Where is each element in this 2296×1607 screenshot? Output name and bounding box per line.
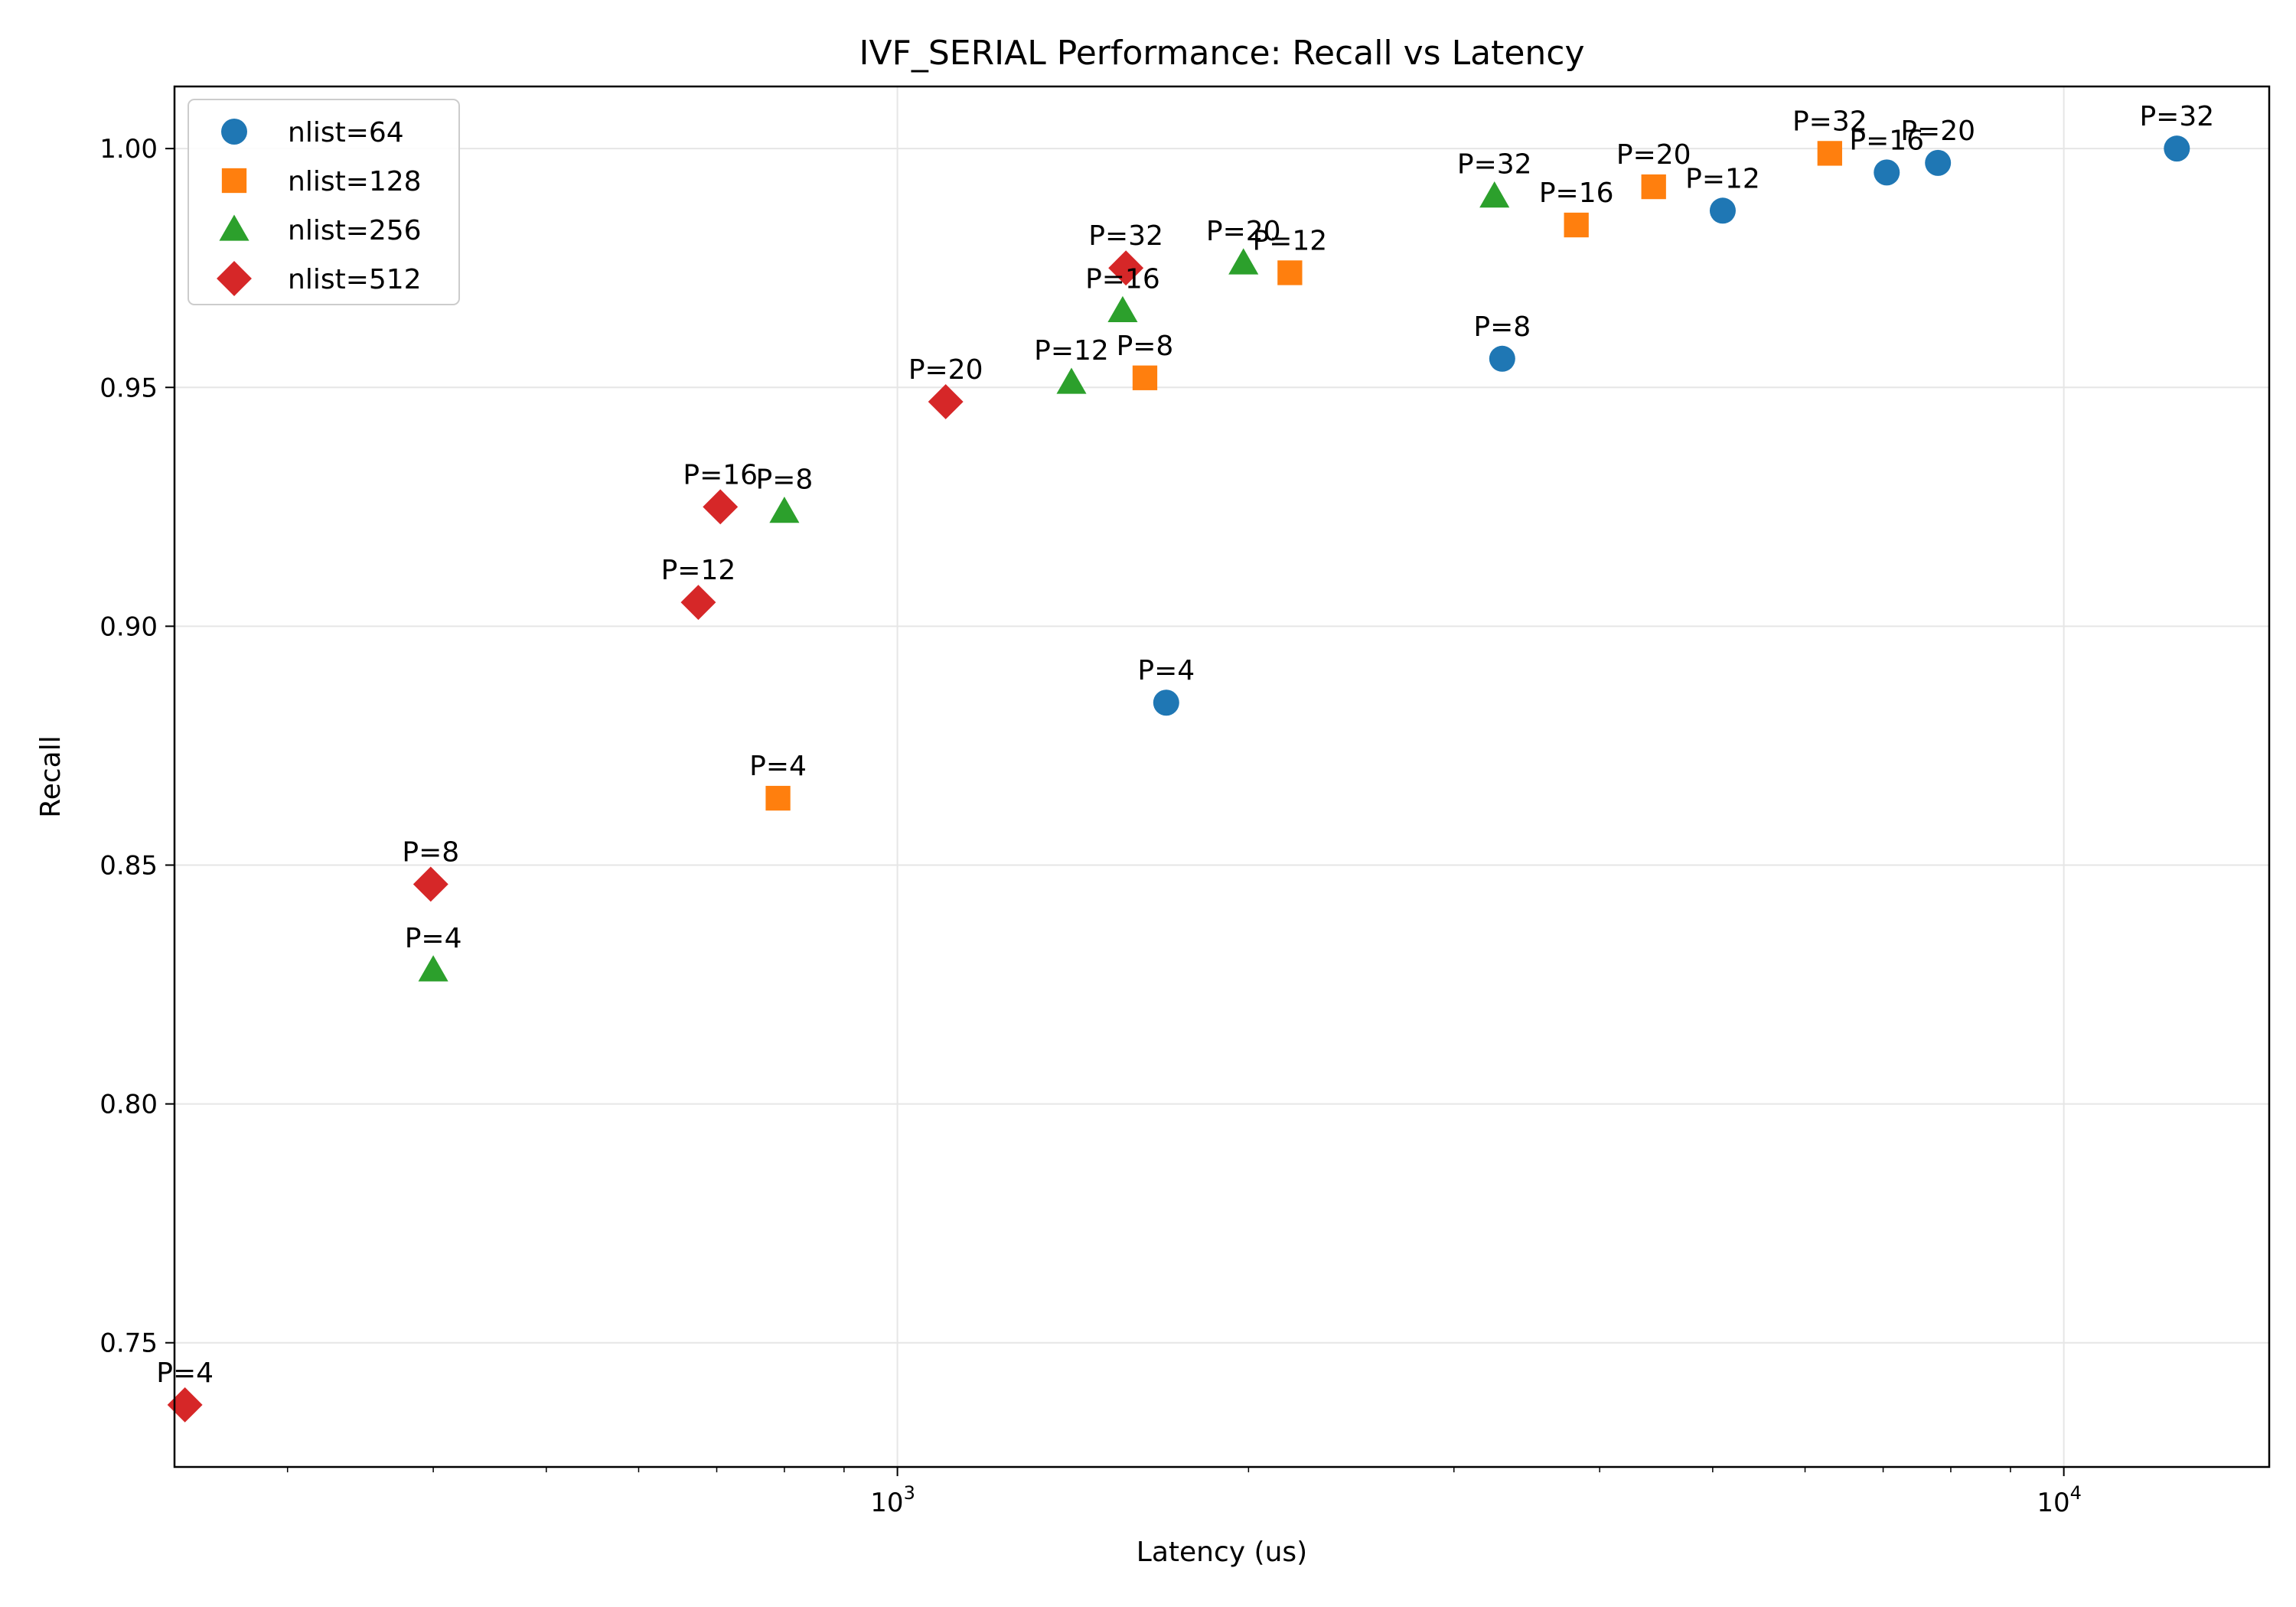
- point-label: P=20: [908, 354, 983, 386]
- data-point-nlist-64-P-20: [1925, 149, 1952, 176]
- data-point-nlist-64-P-12: [1709, 197, 1736, 224]
- x-tick-base: 10: [870, 1488, 903, 1518]
- legend-marker: [219, 214, 249, 241]
- data-point-nlist-512-P-4: [167, 1387, 203, 1423]
- data-point-nlist-512-P-8: [413, 866, 448, 902]
- legend-box: [188, 99, 460, 305]
- point-label: P=12: [1034, 335, 1109, 367]
- grid-lines: [174, 86, 2269, 1467]
- point-label: P=4: [405, 923, 462, 954]
- legend-marker: [221, 168, 247, 194]
- data-point-nlist-64-P-32: [2164, 135, 2190, 162]
- y-tick-label: 0.85: [99, 850, 158, 881]
- point-label: P=16: [1085, 263, 1160, 295]
- data-point-nlist-512-P-20: [928, 384, 964, 419]
- y-tick-label: 0.75: [99, 1328, 158, 1359]
- point-label: P=32: [1088, 220, 1163, 252]
- y-tick-label: 0.95: [99, 373, 158, 403]
- point-label: P=4: [1137, 655, 1195, 686]
- legend-entry: nlist=256: [288, 215, 422, 246]
- x-axis-label: Latency (us): [1137, 1537, 1307, 1568]
- x-tick-label: 103: [870, 1482, 915, 1518]
- plot-frame: [173, 85, 2271, 1468]
- point-labels: P=4P=8P=12P=16P=20 P=32P=4P=8P=12P=16P=20…: [156, 101, 2214, 1389]
- data-point-nlist-64-P-8: [1489, 345, 1515, 372]
- point-label: P=4: [156, 1358, 214, 1389]
- y-tick-label: 0.90: [99, 611, 158, 642]
- data-points: [167, 135, 2190, 1423]
- legend-marker: [217, 261, 252, 296]
- data-point-nlist-128-P-16: [1564, 212, 1589, 238]
- point-label: P=8: [755, 464, 813, 496]
- legend: nlist=64 nlist=128 nlist=256 nlist=512: [188, 99, 460, 305]
- data-point-nlist-512-P-32: [1108, 250, 1144, 286]
- point-label: P=16: [1539, 178, 1614, 209]
- y-tick-label: 1.00: [99, 134, 158, 165]
- point-label: P=20: [1206, 216, 1281, 247]
- legend-marker: [221, 119, 247, 145]
- x-tick-label: 104: [2037, 1482, 2082, 1518]
- x-tick-base: 10: [2037, 1488, 2069, 1518]
- point-label: P=8: [1117, 331, 1174, 362]
- point-label: P=8: [1473, 311, 1531, 343]
- y-axis-label: Recall: [35, 735, 67, 817]
- data-point-nlist-64-P-4: [1153, 689, 1179, 716]
- point-label: P=12: [1685, 163, 1760, 194]
- data-point-nlist-128-P-8: [1132, 365, 1158, 390]
- point-label: P=4: [749, 751, 807, 782]
- x-tick-exponent: 3: [904, 1482, 915, 1504]
- legend-entry: nlist=128: [288, 166, 422, 197]
- point-label: P=12: [1253, 225, 1328, 256]
- chart-title: IVF_SERIAL Performance: Recall vs Latenc…: [859, 34, 1584, 73]
- data-point-nlist-256-P-4: [418, 955, 448, 982]
- y-tick-label: 0.80: [99, 1090, 158, 1120]
- data-point-nlist-128-P-32: [1817, 141, 1842, 166]
- data-point-nlist-256-P-12: [1056, 367, 1087, 394]
- legend-entry: nlist=512: [288, 264, 422, 295]
- point-label: P=16: [1849, 125, 1924, 156]
- data-point-nlist-128-P-4: [765, 785, 791, 811]
- point-label: P=20: [1616, 139, 1691, 171]
- point-label: P=32: [1457, 149, 1532, 181]
- x-tick-exponent: 4: [2070, 1482, 2082, 1504]
- data-point-nlist-256-P-20: [1228, 248, 1259, 275]
- point-label: P=16: [683, 459, 758, 491]
- data-point-nlist-256-P-8: [769, 497, 800, 523]
- data-point-nlist-64-P-16: [1874, 159, 1900, 186]
- legend-entry: nlist=64: [288, 117, 404, 148]
- data-point-nlist-512-P-12: [680, 585, 716, 621]
- data-point-nlist-512-P-16: [703, 489, 739, 525]
- point-label: P=20: [1900, 116, 1975, 147]
- data-point-nlist-128-P-12: [1277, 260, 1303, 285]
- point-label: P=32: [2139, 101, 2214, 132]
- point-label: P=8: [402, 836, 459, 868]
- data-point-nlist-128-P-20: [1641, 174, 1666, 200]
- data-point-nlist-256-P-32: [1479, 181, 1510, 208]
- data-point-nlist-256-P-16: [1107, 295, 1138, 323]
- point-label: P=32: [1792, 106, 1867, 137]
- point-label: P=12: [661, 555, 736, 586]
